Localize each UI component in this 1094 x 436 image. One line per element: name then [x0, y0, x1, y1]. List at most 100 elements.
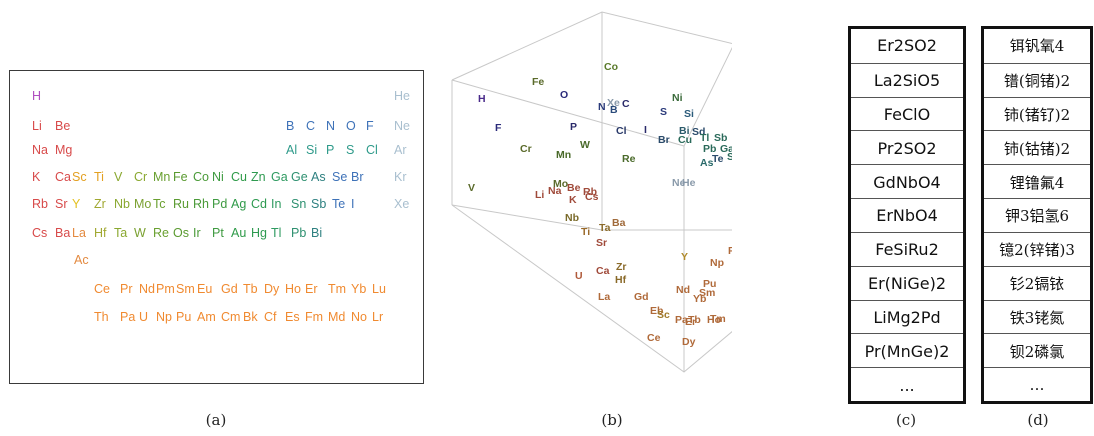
- scatter-label-ta: Ta: [599, 222, 611, 234]
- plot-cube-frame: [451, 11, 732, 373]
- element-al: Al: [286, 143, 298, 157]
- table-row: LiMg2Pd: [851, 299, 963, 335]
- element-kr: Kr: [394, 170, 407, 184]
- element-la: La: [72, 226, 86, 240]
- element-zn: Zn: [251, 170, 266, 184]
- table-row: 钾3铝氢6: [984, 198, 1090, 233]
- scatter-label-pb: Pb: [703, 143, 716, 155]
- scatter-label-tl: Tl: [700, 132, 709, 144]
- table-row: Er(NiGe)2: [851, 265, 963, 301]
- element-ge: Ge: [291, 170, 308, 184]
- scatter-label-y: Y: [681, 251, 688, 263]
- element-xe: Xe: [394, 197, 410, 211]
- element-li: Li: [32, 119, 42, 133]
- scatter-label-ba: Ba: [612, 217, 626, 229]
- scatter-label-co: Co: [604, 61, 618, 73]
- scatter-label-na: Na: [548, 185, 562, 197]
- scatter-label-mn: Mn: [556, 149, 571, 161]
- table-row: Pr(MnGe)2: [851, 333, 963, 368]
- element-tm: Tm: [328, 282, 347, 296]
- element-b: B: [286, 119, 295, 133]
- element-pm: Pm: [156, 282, 175, 296]
- scatter-label-nd: Nd: [676, 284, 690, 296]
- scatter-label-zr: Zr: [616, 261, 627, 273]
- element-v: V: [114, 170, 123, 184]
- element-w: W: [134, 226, 146, 240]
- table-row: FeSiRu2: [851, 231, 963, 267]
- element-ne: Ne: [394, 119, 410, 133]
- scatter-label-sd: Sd: [692, 126, 705, 138]
- scatter-label-pa: Pa: [728, 245, 732, 257]
- scatter-label-be: Be: [567, 182, 581, 194]
- element-er: Er: [305, 282, 318, 296]
- element-sm: Sm: [176, 282, 195, 296]
- table-row: 铁3铑氮: [984, 299, 1090, 335]
- element-yb: Yb: [351, 282, 367, 296]
- element-gd: Gd: [221, 282, 238, 296]
- element-pu: Pu: [176, 310, 192, 324]
- scatter-label-sr: Sr: [596, 237, 607, 249]
- element-ag: Ag: [231, 197, 247, 211]
- scatter-label-re: Re: [622, 153, 636, 165]
- scatter-label-gd: Gd: [634, 291, 649, 303]
- element-i: I: [351, 197, 355, 211]
- scatter-label-tm: Tm: [710, 313, 726, 325]
- scatter-label-dy: Dy: [682, 336, 696, 348]
- element-cd: Cd: [251, 197, 267, 211]
- element-p: P: [326, 143, 335, 157]
- element-hf: Hf: [94, 226, 107, 240]
- scatter-label-ne: Ne: [672, 177, 686, 189]
- element-cm: Cm: [221, 310, 241, 324]
- element-ir: Ir: [193, 226, 201, 240]
- element-mg: Mg: [55, 143, 73, 157]
- element-u: U: [139, 310, 149, 324]
- element-cr: Cr: [134, 170, 148, 184]
- scatter-label-yb: Yb: [693, 293, 706, 305]
- scatter-label-c: C: [622, 98, 630, 110]
- element-br: Br: [351, 170, 364, 184]
- element-k: K: [32, 170, 41, 184]
- table-row: 铈(钴锗)2: [984, 130, 1090, 165]
- element-tb: Tb: [243, 282, 258, 296]
- element-s: S: [346, 143, 355, 157]
- scatter-label-f: F: [495, 122, 502, 134]
- scatter-label-as: As: [700, 157, 714, 169]
- scatter-label-ga: Ga: [720, 143, 732, 155]
- element-y: Y: [72, 197, 81, 211]
- scatter-label-v: V: [468, 182, 475, 194]
- scatter-label-rb: Rb: [583, 186, 597, 198]
- table-row: 铒钒氧4: [1009, 37, 1065, 56]
- element-cs: Cs: [32, 226, 48, 240]
- table-row: 钡2磷氯: [984, 333, 1090, 368]
- scatter-label-br: Br: [658, 134, 670, 146]
- table-row: 镱2(锌锗)3: [984, 231, 1090, 267]
- element-mn: Mn: [153, 170, 171, 184]
- element-ta: Ta: [114, 226, 128, 240]
- element-embedding-3d-plot: CoFeOHXeNCBNiSSiRuFPClIBrCuBiSdTlSbHgGeP…: [451, 11, 732, 373]
- element-sn: Sn: [291, 197, 307, 211]
- scatter-label-k: K: [569, 194, 577, 206]
- scatter-label-ca: Ca: [596, 265, 610, 277]
- element-dy: Dy: [264, 282, 280, 296]
- element-cl: Cl: [366, 143, 378, 157]
- scatter-label-w: W: [580, 139, 590, 151]
- element-si: Si: [306, 143, 318, 157]
- element-sc: Sc: [72, 170, 87, 184]
- element-ce: Ce: [94, 282, 110, 296]
- scatter-label-np: Np: [710, 257, 724, 269]
- scatter-label-mo: Mo: [553, 178, 568, 190]
- scatter-label-s: S: [660, 106, 667, 118]
- scatter-label-cs: Cs: [585, 191, 599, 203]
- scatter-label-ho: Ho: [707, 314, 721, 326]
- element-au: Au: [231, 226, 247, 240]
- table-row: 锂镥氟4: [984, 164, 1090, 199]
- scatter-label-li: Li: [535, 189, 544, 201]
- element-rb: Rb: [32, 197, 48, 211]
- element-pb: Pb: [291, 226, 307, 240]
- periodic-table-panel: H He Li Be B C N O F Ne Na Mg Al Si P S Cl Ar K Ca Sc Ti V Cr Mn…: [9, 70, 424, 384]
- element-sb: Sb: [311, 197, 327, 211]
- element-bi: Bi: [311, 226, 323, 240]
- element-ba: Ba: [55, 226, 71, 240]
- element-th: Th: [94, 310, 109, 324]
- element-tl: Tl: [271, 226, 282, 240]
